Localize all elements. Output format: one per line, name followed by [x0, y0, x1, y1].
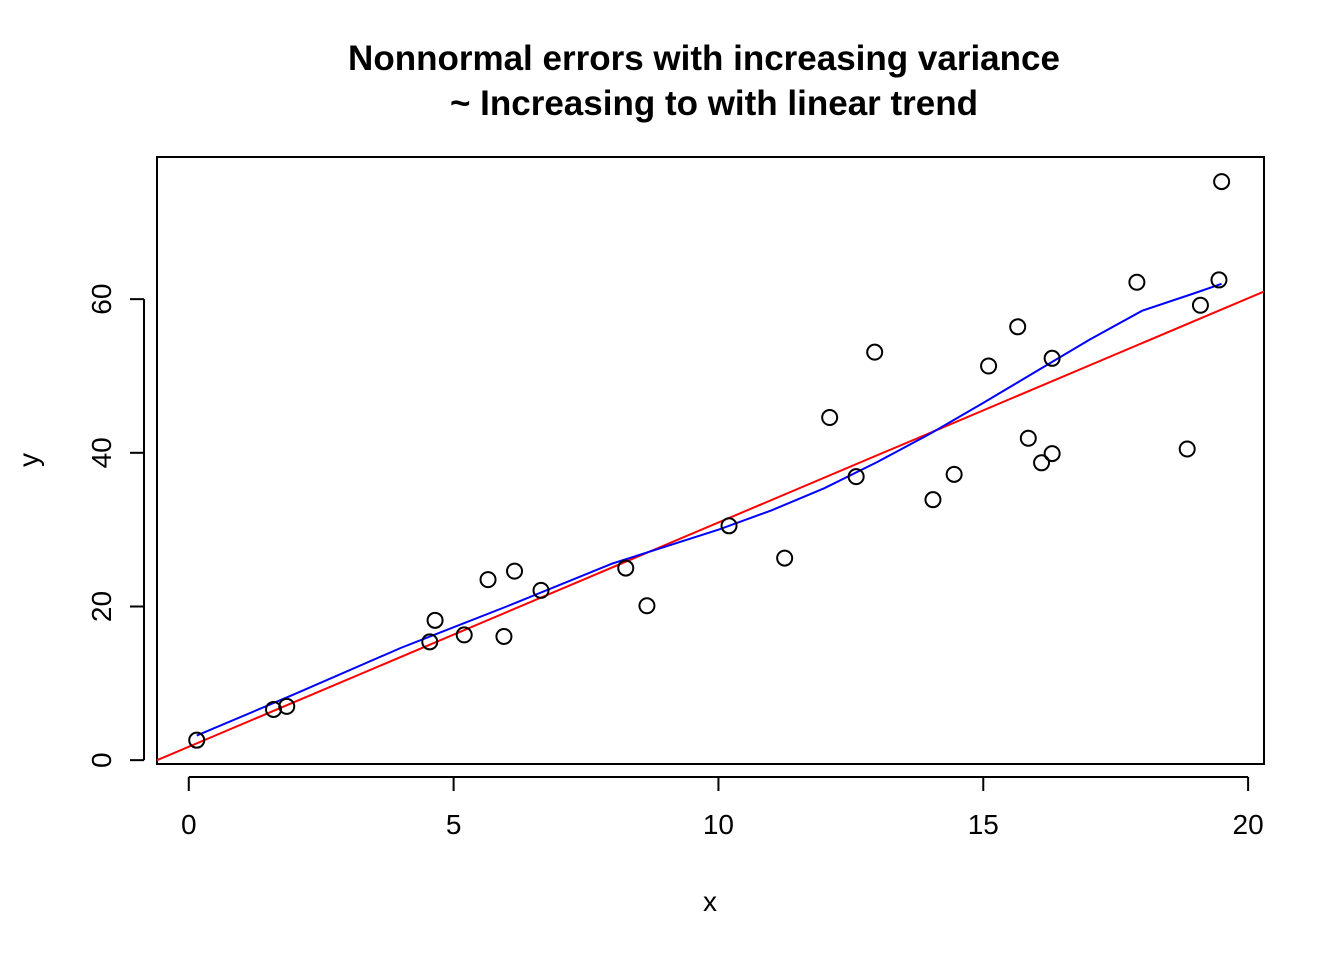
- regression-line: [157, 290, 1264, 762]
- data-point: [1213, 173, 1231, 191]
- data-point: [720, 517, 738, 535]
- plot-frame: [156, 156, 1265, 765]
- data-point: [506, 562, 524, 580]
- data-point: [847, 468, 865, 486]
- data-point: [1019, 429, 1037, 447]
- data-point: [1178, 440, 1196, 458]
- y-axis: 0 20 40 60: [86, 284, 145, 768]
- x-tick-label: 15: [968, 809, 999, 840]
- data-point: [638, 597, 656, 615]
- x-axis: 0 5 10 15 20: [181, 776, 1264, 840]
- chart-subtitle: ~ Increasing to with linear trend: [450, 84, 978, 123]
- chart-title: Nonnormal errors with increasing varianc…: [348, 39, 1060, 78]
- data-point: [945, 465, 963, 483]
- data-point: [1128, 273, 1146, 291]
- y-tick-label: 60: [86, 284, 117, 315]
- data-point: [980, 357, 998, 375]
- data-point: [924, 491, 942, 509]
- fitted-lines: [157, 282, 1264, 762]
- data-point: [278, 697, 296, 715]
- data-point: [455, 626, 473, 644]
- data-point: [426, 611, 444, 629]
- data-point: [532, 581, 550, 599]
- data-point: [1033, 454, 1051, 472]
- data-point: [1210, 271, 1228, 289]
- x-tick-label: 0: [181, 809, 197, 840]
- smooth-line: [196, 282, 1222, 737]
- data-point: [776, 549, 794, 567]
- data-point: [495, 627, 513, 645]
- x-axis-label: x: [703, 886, 717, 917]
- data-point: [188, 731, 206, 749]
- y-axis-label: y: [13, 453, 44, 467]
- data-point: [1043, 445, 1061, 463]
- data-point: [1191, 296, 1209, 314]
- data-point: [1043, 349, 1061, 367]
- data-points: [188, 173, 1231, 749]
- data-point: [821, 408, 839, 426]
- y-tick-label: 40: [86, 437, 117, 468]
- y-tick-label: 20: [86, 591, 117, 622]
- data-point: [479, 571, 497, 589]
- data-point: [421, 633, 439, 651]
- data-point: [1009, 318, 1027, 336]
- x-tick-label: 5: [446, 809, 462, 840]
- data-point: [866, 343, 884, 361]
- y-tick-label: 0: [86, 752, 117, 768]
- data-point: [265, 700, 283, 718]
- data-point: [617, 559, 635, 577]
- x-tick-label: 20: [1233, 809, 1264, 840]
- x-tick-label: 10: [703, 809, 734, 840]
